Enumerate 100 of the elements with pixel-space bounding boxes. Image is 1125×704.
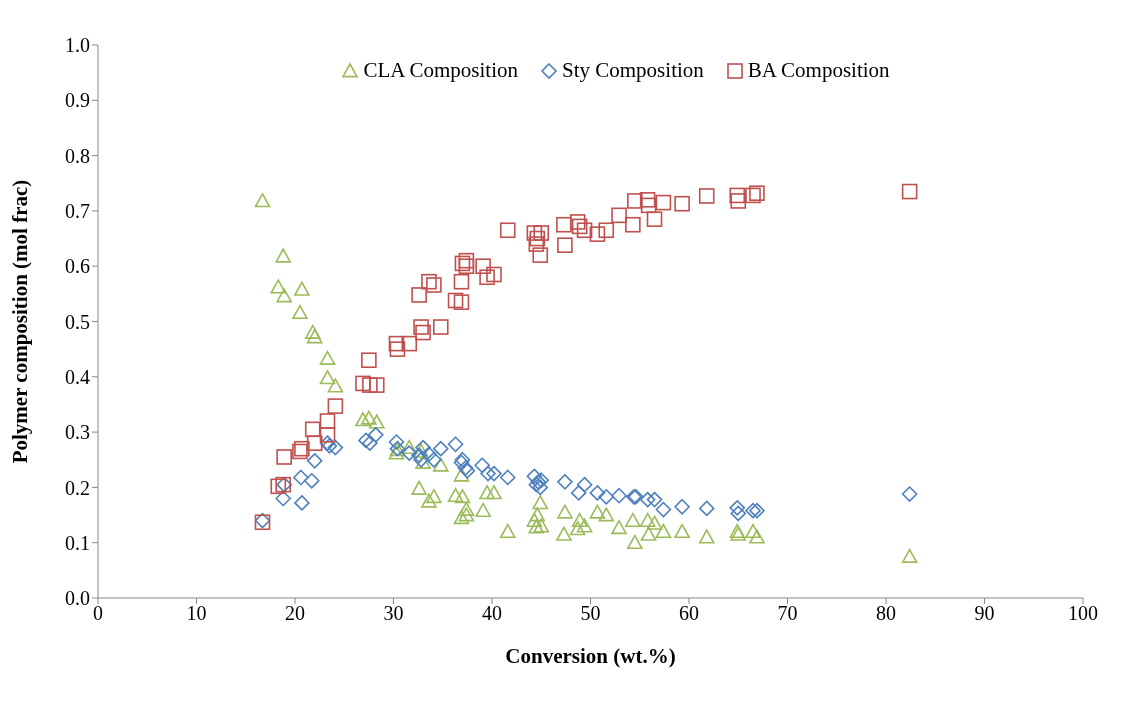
point bbox=[362, 377, 378, 393]
y-tick-label: 0.7 bbox=[65, 200, 90, 222]
point bbox=[569, 521, 586, 536]
point bbox=[303, 472, 320, 489]
point bbox=[401, 335, 418, 352]
point bbox=[293, 469, 309, 486]
point bbox=[526, 512, 543, 527]
point bbox=[598, 489, 615, 505]
point bbox=[276, 449, 292, 465]
point bbox=[319, 370, 336, 385]
point bbox=[304, 324, 321, 339]
point bbox=[499, 523, 516, 539]
point bbox=[627, 193, 643, 209]
point bbox=[646, 211, 663, 227]
point bbox=[611, 207, 627, 224]
point bbox=[421, 493, 437, 508]
point bbox=[415, 324, 431, 341]
point bbox=[389, 341, 406, 357]
point bbox=[556, 526, 572, 541]
point bbox=[576, 222, 593, 239]
point bbox=[270, 478, 287, 495]
point bbox=[589, 504, 606, 519]
point bbox=[598, 222, 615, 239]
point bbox=[571, 218, 588, 235]
x-axis-title: Conversion (wt.%) bbox=[505, 644, 676, 668]
point bbox=[388, 335, 405, 352]
point bbox=[745, 502, 761, 519]
point bbox=[557, 474, 573, 490]
point bbox=[368, 414, 385, 429]
point bbox=[611, 519, 627, 535]
point bbox=[486, 266, 502, 283]
x-tick-label: 70 bbox=[777, 602, 798, 625]
point bbox=[655, 523, 672, 539]
point bbox=[529, 230, 546, 247]
point bbox=[458, 501, 475, 516]
y-tick-label: 0.9 bbox=[65, 89, 90, 112]
point bbox=[730, 193, 747, 209]
point bbox=[362, 435, 378, 451]
point bbox=[401, 445, 418, 461]
point bbox=[730, 505, 747, 522]
point bbox=[627, 534, 643, 550]
point bbox=[640, 197, 657, 214]
point bbox=[421, 446, 437, 463]
point bbox=[327, 378, 344, 393]
legend-label: BA Composition bbox=[747, 58, 890, 83]
point bbox=[749, 529, 765, 544]
point bbox=[388, 434, 405, 450]
point bbox=[426, 451, 442, 468]
point bbox=[306, 435, 323, 451]
point bbox=[479, 269, 495, 286]
x-tick-label: 40 bbox=[482, 602, 502, 625]
point bbox=[432, 319, 449, 335]
point bbox=[674, 195, 690, 212]
point bbox=[327, 439, 344, 456]
point bbox=[533, 225, 550, 241]
point bbox=[368, 377, 385, 393]
point bbox=[729, 187, 746, 204]
point bbox=[698, 500, 715, 517]
x-tick-label: 100 bbox=[1068, 602, 1098, 625]
point bbox=[901, 548, 918, 563]
point bbox=[557, 504, 573, 519]
point bbox=[570, 485, 587, 501]
point bbox=[367, 427, 384, 443]
point bbox=[639, 512, 656, 527]
legend-label: CLA Composition bbox=[363, 58, 519, 83]
point bbox=[474, 457, 490, 474]
point bbox=[698, 188, 715, 204]
point bbox=[557, 237, 573, 253]
y-tick-label: 0.1 bbox=[65, 531, 90, 554]
point bbox=[361, 352, 377, 369]
point bbox=[526, 225, 543, 241]
point bbox=[454, 489, 471, 504]
point bbox=[533, 518, 550, 533]
point bbox=[447, 487, 464, 503]
y-tick-label: 0.8 bbox=[65, 144, 90, 167]
point bbox=[486, 485, 502, 500]
x-tick-label: 30 bbox=[383, 602, 404, 625]
point bbox=[458, 507, 475, 522]
point bbox=[458, 252, 475, 269]
point bbox=[655, 194, 672, 211]
point bbox=[361, 410, 377, 425]
point bbox=[486, 465, 502, 482]
point bbox=[646, 491, 663, 508]
x-tick-label: 20 bbox=[285, 602, 305, 625]
point bbox=[426, 277, 442, 293]
point bbox=[458, 258, 475, 274]
y-tick-label: 0.4 bbox=[65, 365, 90, 388]
point bbox=[625, 216, 641, 233]
point bbox=[453, 467, 470, 482]
point bbox=[475, 502, 491, 518]
point bbox=[499, 222, 516, 239]
point bbox=[528, 236, 545, 252]
point bbox=[646, 515, 663, 530]
point bbox=[526, 468, 543, 485]
point bbox=[639, 491, 656, 508]
point bbox=[901, 486, 918, 502]
point bbox=[745, 523, 761, 539]
point bbox=[745, 187, 761, 204]
point bbox=[729, 500, 746, 516]
legend-label: Sty Composition bbox=[562, 58, 704, 83]
